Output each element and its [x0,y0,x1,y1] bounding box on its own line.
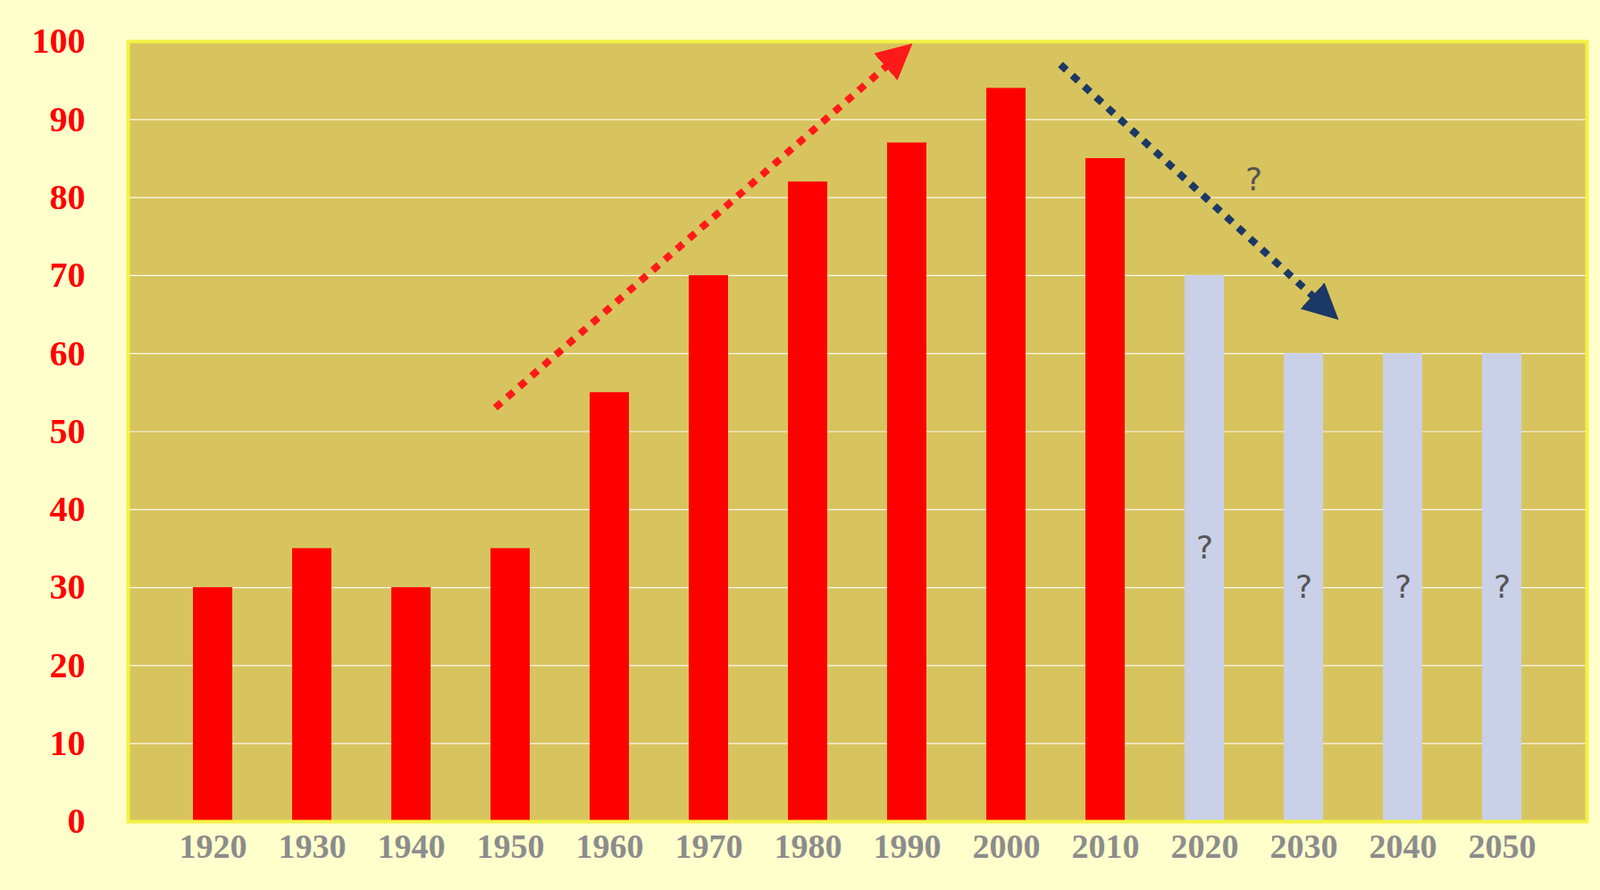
svg-text:?: ? [1245,160,1263,198]
svg-text:1970: 1970 [675,827,744,865]
svg-text:50: 50 [50,410,86,452]
svg-text:1940: 1940 [377,827,446,865]
svg-text:2040: 2040 [1369,827,1438,865]
svg-text:1930: 1930 [278,827,347,865]
svg-text:?: ? [1196,528,1214,566]
svg-text:1920: 1920 [179,827,248,865]
svg-text:1950: 1950 [477,827,545,865]
svg-text:30: 30 [50,566,86,607]
svg-text:2020: 2020 [1171,827,1240,865]
svg-text:?: ? [1295,568,1313,605]
svg-text:70: 70 [50,254,86,295]
svg-text:?: ? [1493,568,1511,605]
svg-text:2050: 2050 [1468,827,1537,865]
svg-text:0: 0 [67,800,86,841]
svg-text:2030: 2030 [1270,827,1339,865]
svg-text:40: 40 [50,488,86,529]
svg-text:1980: 1980 [774,827,843,865]
svg-text:10: 10 [50,722,86,763]
svg-text:1960: 1960 [576,827,645,865]
svg-text:?: ? [1394,568,1412,605]
svg-text:100: 100 [32,20,86,61]
svg-text:1990: 1990 [873,827,942,865]
svg-text:20: 20 [50,645,86,686]
svg-text:60: 60 [50,333,86,374]
svg-text:80: 80 [50,176,86,218]
svg-text:2000: 2000 [972,827,1041,865]
svg-text:2010: 2010 [1072,827,1140,865]
svg-text:90: 90 [50,99,86,140]
